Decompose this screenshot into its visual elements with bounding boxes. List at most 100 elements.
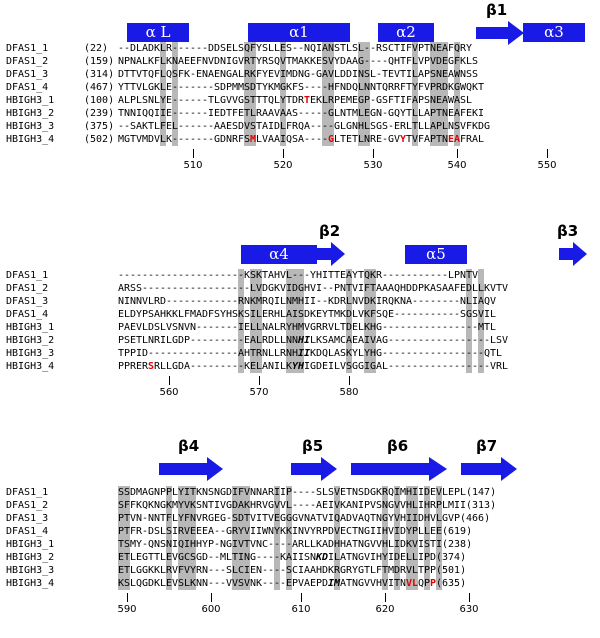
sequence-residues: TNNIQQIIE------IEDTFETLRAAVAAS-----GLNTM… <box>118 108 485 119</box>
sequence-residues: MGTVMDVLK-------GDNRFSMLVAAIQSA----GLTET… <box>118 134 485 145</box>
sequence-end-number: (147) <box>466 487 497 498</box>
sequence-name: HBIGH3_1 <box>6 322 55 333</box>
conserved-column <box>364 269 376 373</box>
conserved-column <box>334 486 340 590</box>
sequence-residues: NINNVLRD------------RNKMRQILNMHII--KDRLN… <box>118 296 497 307</box>
sequence-start-number: (159) <box>84 56 115 67</box>
sequence-name: HBIGH3_2 <box>6 552 55 563</box>
sequence-name: HBIGH3_4 <box>6 361 55 372</box>
ruler-tick-label: 610 <box>291 604 311 615</box>
conserved-column <box>124 486 130 590</box>
conserved-column <box>436 486 442 590</box>
conserved-column <box>160 42 166 146</box>
sequence-residues: --SAKTLFEL------AAESDVSTAIDLFRQA----GLGN… <box>118 121 491 132</box>
sequence-start-number: (22) <box>84 43 109 54</box>
sequence-name: DFAS1_2 <box>6 283 49 294</box>
strand-beta-7-arrow <box>461 457 517 481</box>
strand-beta-4-arrow <box>159 457 223 481</box>
conserved-column <box>346 269 352 373</box>
conserved-column <box>412 42 418 146</box>
sequence-name: HBIGH3_3 <box>6 348 55 359</box>
sequence-residues: SFFKQKNGKMYVKSNTIVGDAKHRVGVVL----AEIVKAN… <box>118 500 497 511</box>
ruler-tick <box>373 149 374 158</box>
sequence-end-number: (313) <box>466 500 497 511</box>
conserved-column <box>358 42 364 146</box>
strand-beta-1-arrow <box>476 21 524 45</box>
conserved-column <box>364 42 370 146</box>
ruler-tick-label: 630 <box>459 604 479 615</box>
ruler-tick <box>169 376 170 385</box>
sequence-name: DFAS1_4 <box>6 309 49 320</box>
sequence-end-number: (374) <box>436 552 467 563</box>
strand-beta-2-arrow <box>313 242 345 266</box>
conserved-column <box>466 269 472 373</box>
strand-beta-3-label: β3 <box>557 222 579 240</box>
sequence-residues: PSETLNRILGDP---------EALRDLLNNHILKSAMCAE… <box>118 335 509 346</box>
sequence-end-number: (635) <box>436 578 467 589</box>
helix-alpha-4: α4 <box>241 245 317 264</box>
conserved-column <box>286 486 292 590</box>
sequence-residues: ALPLSNLYE------TLGVVGSTTTQLYTDRTEKLRPEME… <box>118 95 473 106</box>
sequence-start-number: (502) <box>84 134 115 145</box>
sequence-residues: --DLADKLR------DDSELSQFYSLLES--NQIANSTLS… <box>118 43 473 54</box>
sequence-start-number: (239) <box>84 108 115 119</box>
sequence-start-number: (375) <box>84 121 115 132</box>
sequence-name: DFAS1_3 <box>6 296 49 307</box>
strand-beta-3-arrow <box>559 242 587 266</box>
helix-alpha-2: α2 <box>378 23 434 42</box>
conserved-column <box>412 486 418 590</box>
strand-beta-6-arrow <box>351 457 447 481</box>
conserved-column <box>118 486 124 590</box>
sequence-residues: YTTVLGKLE-------SDPMMSDTYKMGKFS----HFNDQ… <box>118 82 485 93</box>
sequence-start-number: (467) <box>84 82 115 93</box>
ruler-tick <box>259 376 260 385</box>
sequence-name: DFAS1_1 <box>6 270 49 281</box>
ruler-tick-label: 600 <box>201 604 221 615</box>
ruler-tick-label: 530 <box>363 160 383 171</box>
sequence-residues: ETLGGKKLRVFVYRN---SLCIEN----SCIAAHDKRGRY… <box>118 565 467 576</box>
sequence-end-number: (238) <box>442 539 473 550</box>
sequence-start-number: (100) <box>84 95 115 106</box>
sequence-residues: PTVN-NNTFLYFNVRGEG-SDTVITVEGGGVNATVIQADV… <box>118 513 491 524</box>
sequence-name: HBIGH3_3 <box>6 565 55 576</box>
ruler-tick <box>349 376 350 385</box>
ruler-tick-label: 510 <box>183 160 203 171</box>
conserved-column <box>430 42 448 146</box>
sequence-residues: PTFR-DSLSIRVEEEA--GRYVIIWNYKKINVYRPDVECT… <box>118 526 473 537</box>
sequence-name: HBIGH3_4 <box>6 134 55 145</box>
ruler-tick-label: 580 <box>339 387 359 398</box>
sequence-name: HBIGH3_4 <box>6 578 55 589</box>
sequence-residues: ---------------------KSKTAHVL---YHITTEAY… <box>118 270 479 281</box>
ruler-tick <box>547 149 548 158</box>
ruler-tick-label: 540 <box>447 160 467 171</box>
conserved-column <box>244 42 250 146</box>
helix-alpha-5: α5 <box>405 245 467 264</box>
conserved-column <box>322 42 328 146</box>
sequence-name: DFAS1_4 <box>6 82 49 93</box>
conserved-column <box>166 486 172 590</box>
sequence-residues: ELDYPSAHKKLFMADFSYHSKSILERHLAISDKEYTMKDL… <box>118 309 497 320</box>
sequence-residues: TSMY-QNSNIQIHHYP-NGIVTVNC----ARLLKADHHAT… <box>118 539 473 550</box>
conserved-column <box>238 269 244 373</box>
strand-beta-4-label: β4 <box>178 437 200 455</box>
strand-beta-2-label: β2 <box>319 222 341 240</box>
sequence-residues: SSDMAGNPPLYITKNSNGDIFVNNARIIP----SLSVETN… <box>118 487 497 498</box>
sequence-name: DFAS1_4 <box>6 526 49 537</box>
sequence-residues: TPPID---------------AHTRNLLRNHIIKDQLASKY… <box>118 348 503 359</box>
strand-beta-5-arrow <box>291 457 337 481</box>
sequence-residues: KSLQGDKLEVSLKNN---VVSVNK----EPVAEPDIMATN… <box>118 578 467 589</box>
ruler-tick-label: 570 <box>249 387 269 398</box>
conserved-column <box>394 486 400 590</box>
sequence-name: HBIGH3_1 <box>6 95 55 106</box>
conserved-column <box>250 42 256 146</box>
conserved-column <box>382 486 388 590</box>
conserved-column <box>454 42 460 146</box>
ruler-tick <box>127 593 128 602</box>
sequence-name: DFAS1_3 <box>6 513 49 524</box>
ruler-tick-label: 520 <box>273 160 293 171</box>
sequence-residues: PPRERSRLLGDA---------KELANILKYHIGDEILVSG… <box>118 361 509 372</box>
conserved-column <box>250 269 256 373</box>
sequence-name: DFAS1_2 <box>6 500 49 511</box>
strand-beta-6-label: β6 <box>387 437 409 455</box>
